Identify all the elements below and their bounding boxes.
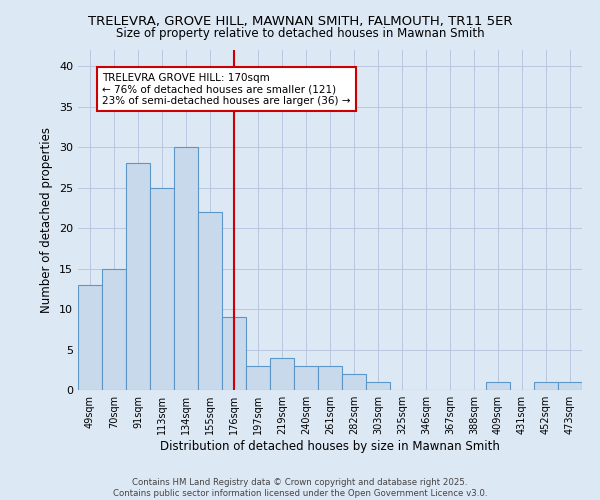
Bar: [222, 317, 246, 390]
Bar: [78, 285, 102, 390]
Bar: [318, 366, 342, 390]
X-axis label: Distribution of detached houses by size in Mawnan Smith: Distribution of detached houses by size …: [160, 440, 500, 453]
Y-axis label: Number of detached properties: Number of detached properties: [40, 127, 53, 313]
Text: TRELEVRA GROVE HILL: 170sqm
← 76% of detached houses are smaller (121)
23% of se: TRELEVRA GROVE HILL: 170sqm ← 76% of det…: [102, 72, 350, 106]
Bar: [150, 188, 174, 390]
Bar: [294, 366, 318, 390]
Bar: [558, 382, 582, 390]
Bar: [534, 382, 558, 390]
Text: TRELEVRA, GROVE HILL, MAWNAN SMITH, FALMOUTH, TR11 5ER: TRELEVRA, GROVE HILL, MAWNAN SMITH, FALM…: [88, 15, 512, 28]
Bar: [174, 147, 198, 390]
Text: Size of property relative to detached houses in Mawnan Smith: Size of property relative to detached ho…: [116, 28, 484, 40]
Bar: [126, 164, 150, 390]
Bar: [102, 268, 126, 390]
Bar: [486, 382, 510, 390]
Text: Contains HM Land Registry data © Crown copyright and database right 2025.
Contai: Contains HM Land Registry data © Crown c…: [113, 478, 487, 498]
Bar: [246, 366, 270, 390]
Bar: [270, 358, 294, 390]
Bar: [198, 212, 222, 390]
Bar: [366, 382, 390, 390]
Bar: [342, 374, 366, 390]
